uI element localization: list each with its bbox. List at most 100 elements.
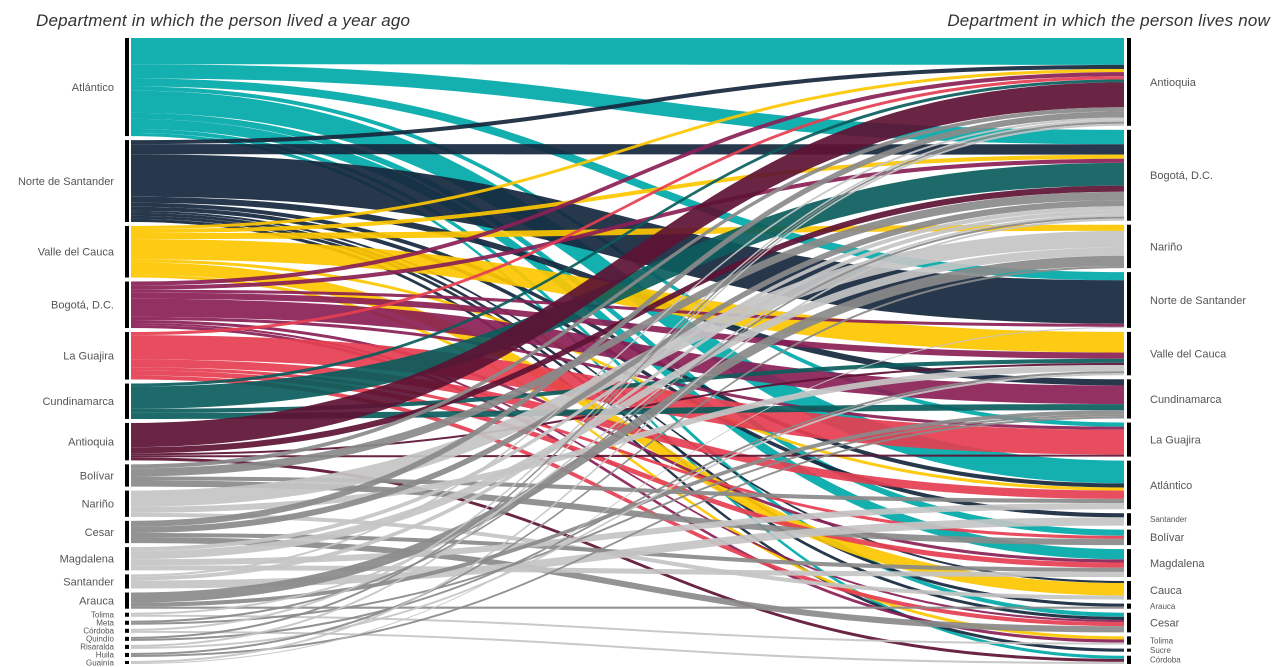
flow-link	[131, 630, 1124, 664]
node-bar	[125, 636, 129, 641]
flow-link	[131, 191, 1124, 477]
node-bar	[125, 422, 129, 461]
node-label: Huila	[96, 651, 115, 660]
flow-link	[131, 216, 1124, 623]
flow-link	[131, 123, 1124, 647]
node-bar	[1127, 636, 1131, 645]
node-bar	[125, 547, 129, 571]
node-label: Meta	[96, 619, 114, 628]
flow-link	[131, 325, 1124, 643]
node-label: Santander	[1150, 515, 1187, 524]
left-node-group: Atlántico Norte de Santander Valle del Cau…	[18, 38, 129, 667]
flow-link	[131, 362, 1124, 456]
flow-link	[131, 370, 1124, 568]
flow-link	[131, 614, 1124, 645]
node-label: Cundinamarca	[1150, 394, 1222, 406]
node-label: Bolívar	[80, 470, 115, 482]
node-label: Atlántico	[72, 82, 114, 94]
node-label: Antioquia	[68, 436, 115, 448]
node-label: Bogotá, D.C.	[51, 300, 114, 312]
flow-link	[131, 480, 1124, 546]
node-bar	[125, 383, 129, 419]
node-bar	[125, 644, 129, 649]
node-bar	[1127, 603, 1131, 609]
flow-link	[131, 416, 1124, 657]
node-label: Sucre	[1150, 646, 1171, 655]
node-bar	[1127, 224, 1131, 269]
flow-link	[131, 371, 1124, 641]
node-bar	[125, 332, 129, 380]
node-bar	[125, 464, 129, 487]
node-label: Cesar	[85, 527, 115, 539]
flow-link	[131, 218, 1124, 663]
node-bar	[1127, 612, 1131, 633]
node-label: Magdalena	[1150, 558, 1205, 570]
flow-link	[131, 200, 1124, 534]
flow-link	[131, 476, 1124, 503]
node-label: Valle del Cauca	[38, 247, 115, 259]
flow-link	[131, 274, 1124, 640]
node-bar	[125, 225, 129, 278]
node-label: Tolima	[1150, 636, 1174, 645]
node-label: Arauca	[1150, 602, 1176, 611]
node-label: Guainía	[86, 658, 115, 667]
node-label: La Guajira	[1150, 434, 1202, 446]
flow-link	[131, 364, 1124, 513]
flow-link	[131, 118, 1124, 560]
flow-link	[131, 218, 1124, 652]
flow-link	[131, 154, 1124, 234]
node-label: La Guajira	[63, 351, 115, 363]
flow-link	[131, 82, 1124, 448]
node-bar	[125, 38, 129, 137]
flow-link	[131, 373, 1124, 649]
flow-link	[131, 214, 1124, 615]
node-bar	[125, 660, 129, 664]
node-label: Magdalena	[60, 554, 115, 566]
flow-link	[131, 457, 1124, 662]
left-axis-title: Department in which the person lived a y…	[36, 11, 411, 30]
node-label: Norte de Santander	[1150, 295, 1246, 307]
flow-link	[131, 210, 1124, 581]
node-label: Nariño	[82, 499, 114, 511]
node-label: Quindío	[86, 635, 115, 644]
flow-link	[131, 68, 1124, 229]
node-label: Norte de Santander	[18, 176, 114, 188]
node-bar	[1127, 38, 1131, 126]
flow-link	[131, 76, 1124, 336]
node-bar	[1127, 129, 1131, 221]
flow-link	[131, 121, 1124, 639]
flow-link	[131, 606, 1124, 609]
node-bar	[125, 620, 129, 625]
node-label: Tolima	[91, 611, 115, 620]
flow-link	[131, 375, 1124, 627]
node-label: Risaralda	[80, 643, 114, 652]
flow-link	[131, 117, 1124, 577]
flow-link	[131, 107, 1124, 469]
node-bar	[125, 612, 129, 617]
node-label: Bogotá, D.C.	[1150, 170, 1213, 182]
flow-link	[131, 215, 1124, 620]
node-label: Nariño	[1150, 241, 1182, 253]
flow-link	[131, 326, 1124, 664]
flow-link	[131, 266, 1124, 655]
node-label: Antioquia	[1150, 77, 1197, 89]
flow-link	[131, 517, 1124, 589]
node-bar	[1127, 460, 1131, 510]
node-bar	[1127, 331, 1131, 376]
node-label: Atlántico	[1150, 480, 1192, 492]
flow-link	[131, 247, 1124, 560]
flow-link	[131, 298, 1124, 405]
node-bar	[125, 652, 129, 657]
flow-link	[131, 414, 1124, 625]
node-bar	[1127, 513, 1131, 526]
flow-link	[131, 537, 1124, 633]
node-label: Arauca	[79, 595, 115, 607]
node-bar	[1127, 272, 1131, 328]
flow-link	[131, 410, 1124, 607]
flow-link	[131, 79, 1124, 387]
node-bar	[125, 281, 129, 329]
node-label: Cauca	[1150, 585, 1183, 597]
node-bar	[125, 628, 129, 633]
node-label: Valle del Cauca	[1150, 348, 1227, 360]
